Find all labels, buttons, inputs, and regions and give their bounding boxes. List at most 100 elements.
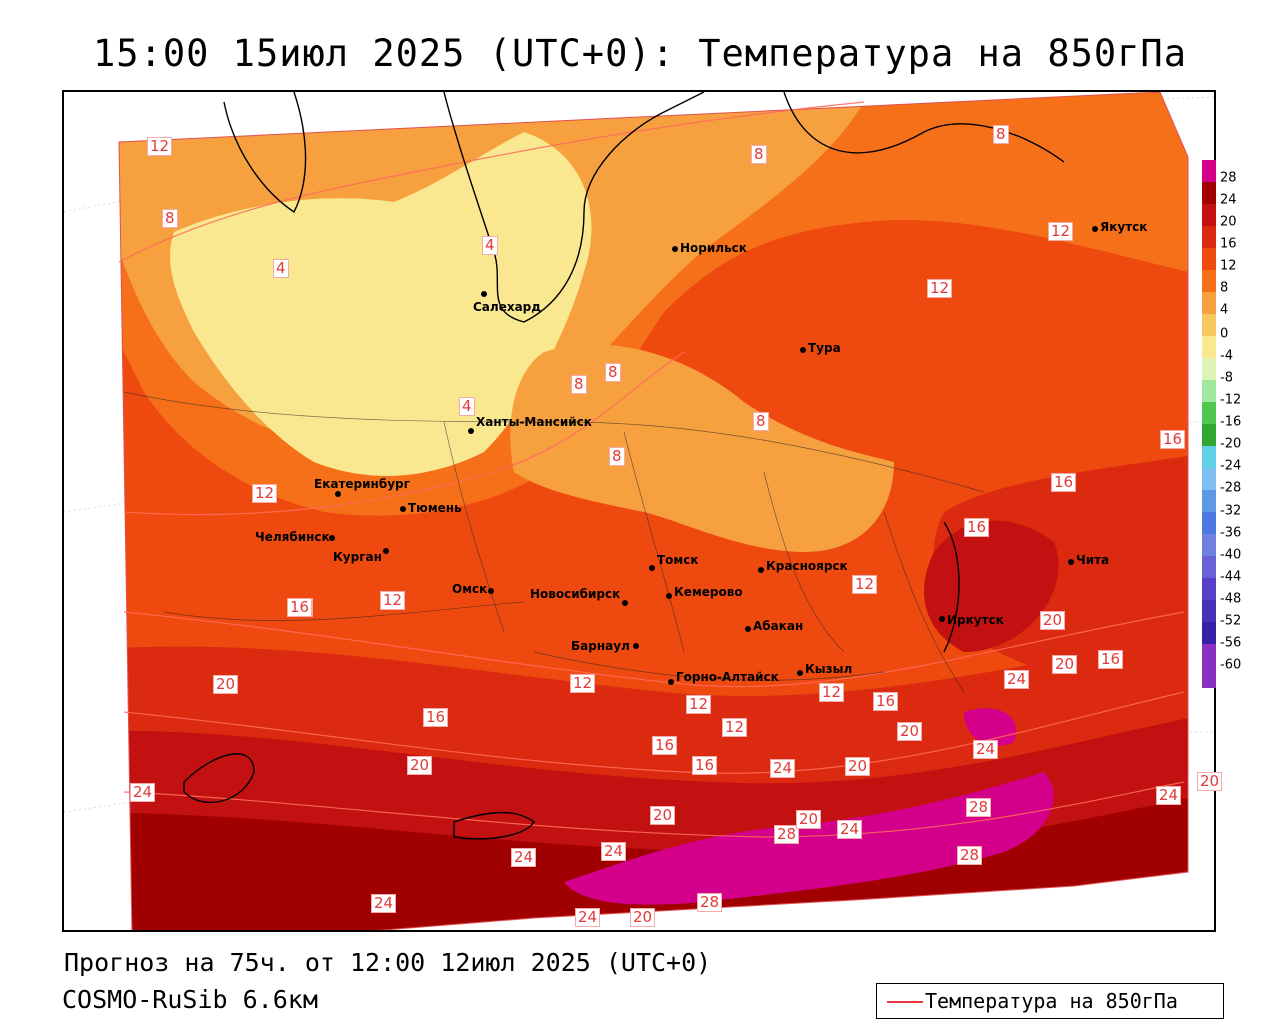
- city-label: Абакан: [745, 619, 803, 633]
- contour-label: 28: [774, 825, 800, 844]
- colorbar-segment: [1202, 556, 1216, 578]
- contour-label: 8: [605, 363, 621, 382]
- colorbar-tick: 20: [1220, 214, 1237, 230]
- contour-label: 8: [609, 447, 625, 466]
- contour-label: 28: [957, 846, 983, 865]
- colorbar-tick: -28: [1220, 480, 1242, 496]
- city-label: Норильск: [672, 241, 747, 255]
- contour-label: 16: [423, 708, 449, 727]
- colorbar-tick: 28: [1220, 170, 1237, 186]
- colorbar-segment: [1202, 160, 1216, 182]
- colorbar-tick: -36: [1220, 525, 1242, 541]
- colorbar-tick: -40: [1220, 547, 1242, 563]
- colorbar-segment: [1202, 292, 1216, 314]
- colorbar-segment: [1202, 534, 1216, 556]
- contour-label: 28: [697, 893, 723, 912]
- contour-label: 24: [371, 894, 397, 913]
- colorbar-segment: [1202, 182, 1216, 204]
- legend-label: Температура на 850гПа: [925, 989, 1178, 1013]
- contour-label: 24: [837, 820, 863, 839]
- contour-label: 24: [1156, 786, 1182, 805]
- contour-label: 12: [1048, 222, 1074, 241]
- contour-label: 24: [575, 908, 601, 927]
- city-label: Чита: [1068, 553, 1109, 567]
- contour-label: 4: [482, 236, 498, 255]
- colorbar-segment: [1202, 468, 1216, 490]
- city-label: Тюмень: [400, 501, 462, 515]
- city-label: Барнаул: [571, 639, 639, 653]
- city-label: Кемерово: [666, 585, 743, 599]
- contour-label: 20: [1052, 655, 1078, 674]
- contour-label: 16: [652, 736, 678, 755]
- colorbar-segment: [1202, 644, 1216, 688]
- contour-label: 24: [770, 759, 796, 778]
- contour-label: 16: [287, 598, 313, 617]
- contour-label: 20: [650, 806, 676, 825]
- city-label: Новосибирск: [530, 587, 628, 606]
- city-label: Ханты-Мансийск: [468, 415, 592, 434]
- map-legend: Температура на 850гПа: [876, 983, 1224, 1019]
- model-name: COSMO-RuSib 6.6км: [62, 985, 318, 1014]
- colorbar-tick: 8: [1220, 280, 1229, 296]
- contour-label: 20: [407, 756, 433, 775]
- contour-label: 12: [927, 279, 953, 298]
- colorbar-tick: -52: [1220, 613, 1242, 629]
- contour-label: 8: [162, 209, 178, 228]
- contour-label: 12: [570, 674, 596, 693]
- contour-label: 20: [213, 675, 239, 694]
- contour-label: 12: [722, 718, 748, 737]
- colorbar-segment: [1202, 446, 1216, 468]
- contour-label: 8: [993, 125, 1009, 144]
- contour-label: 16: [1160, 430, 1186, 449]
- colorbar-tick: -60: [1220, 657, 1242, 673]
- contour-label: 12: [852, 575, 878, 594]
- contour-label: 12: [686, 695, 712, 714]
- colorbar-tick: 0: [1220, 326, 1229, 342]
- city-label: Омск: [452, 582, 494, 596]
- colorbar-segment: [1202, 402, 1216, 424]
- contour-label: 20: [897, 722, 923, 741]
- colorbar-tick: 24: [1220, 192, 1237, 208]
- colorbar-segment: [1202, 380, 1216, 402]
- colorbar-tick: -16: [1220, 414, 1242, 430]
- colorbar-tick: -20: [1220, 436, 1242, 452]
- city-label: Красноярск: [758, 559, 848, 573]
- contour-label: 16: [1051, 473, 1077, 492]
- colorbar-segment: [1202, 204, 1216, 226]
- contour-label: 16: [873, 692, 899, 711]
- colorbar-segment: [1202, 314, 1216, 336]
- contour-label: 20: [796, 810, 822, 829]
- colorbar-segment: [1202, 490, 1216, 512]
- colorbar-tick: -8: [1220, 370, 1233, 386]
- contour-label: 20: [1197, 772, 1223, 791]
- colorbar-segment: [1202, 512, 1216, 534]
- contour-label: 12: [819, 683, 845, 702]
- contour-label: 8: [751, 145, 767, 164]
- city-label: Горно-Алтайск: [668, 670, 779, 685]
- contour-label: 16: [1098, 650, 1124, 669]
- colorbar-segment: [1202, 600, 1216, 622]
- contour-label: 20: [845, 757, 871, 776]
- colorbar-tick: -48: [1220, 591, 1242, 607]
- isotherm-line-swatch: [887, 1001, 923, 1003]
- city-label: Тура: [800, 341, 841, 355]
- city-label: Курган: [333, 548, 389, 564]
- colorbar-tick: 16: [1220, 236, 1237, 252]
- city-label: Салехард: [473, 291, 541, 314]
- city-label: Томск: [649, 553, 699, 571]
- contour-label: 24: [1004, 670, 1030, 689]
- colorbar-segment: [1202, 358, 1216, 380]
- colorbar-segment: [1202, 578, 1216, 600]
- contour-label: 12: [252, 484, 278, 503]
- colorbar-tick: -32: [1220, 503, 1242, 519]
- contour-label: 24: [511, 848, 537, 867]
- contour-label: 24: [601, 842, 627, 861]
- city-label: Иркутск: [939, 613, 1004, 627]
- city-label: Челябинск: [255, 530, 335, 544]
- forecast-info: Прогноз на 75ч. от 12:00 12июл 2025 (UTC…: [64, 948, 712, 977]
- city-label: Кызыл: [797, 662, 852, 676]
- colorbar-segment: [1202, 622, 1216, 644]
- contour-label: 16: [692, 756, 718, 775]
- temperature-map: [62, 90, 1216, 932]
- contour-label: 20: [630, 908, 656, 927]
